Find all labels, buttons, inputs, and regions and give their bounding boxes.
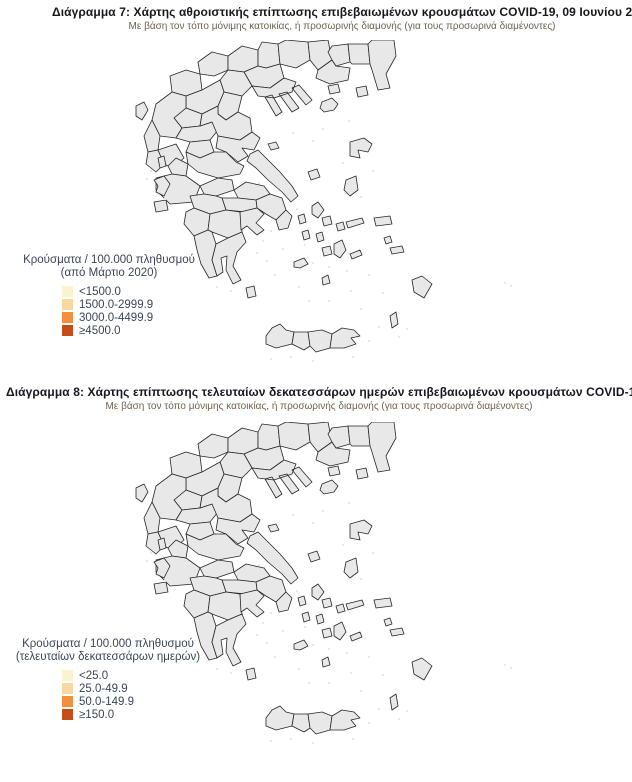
legend-row: 1500.0-2999.9 — [62, 298, 200, 311]
legend-swatch-class2 — [62, 683, 73, 694]
legend-title: Κρούσματα / 100.000 πληθυσμού — [23, 254, 195, 266]
legend-row: 50.0-149.9 — [62, 695, 208, 708]
legend-row: 25.0-49.9 — [62, 682, 208, 695]
panel-diagram-8: Διάγραμμα 8: Χάρτης επίπτωσης τελευταίων… — [0, 382, 632, 782]
legend-row: 3000.0-4499.9 — [62, 311, 200, 324]
legend-swatch-class1 — [62, 670, 73, 681]
legend-label-class2: 1500.0-2999.9 — [79, 298, 154, 311]
legend-swatch-class3 — [62, 312, 73, 323]
legend-row: <1500.0 — [62, 285, 200, 298]
legend-swatch-class2 — [62, 299, 73, 310]
legend-label-class3: 50.0-149.9 — [79, 695, 134, 708]
legend-label-class3: 3000.0-4499.9 — [79, 311, 154, 324]
legend-items: <25.0 25.0-49.9 50.0-149.9 ≥150.0 — [8, 669, 208, 721]
legend-row: ≥150.0 — [62, 708, 208, 721]
legend-items: <1500.0 1500.0-2999.9 3000.0-4499.9 ≥450… — [18, 285, 200, 337]
legend-subtitle: (τελευταίων δεκατεσσάρων ημερών) — [15, 651, 201, 663]
legend-subtitle: (από Μάρτιο 2020) — [60, 267, 158, 279]
legend-cumulative: Κρούσματα / 100.000 πληθυσμού (από Μάρτι… — [18, 254, 200, 337]
diagram-8-title: Διάγραμμα 8: Χάρτης επίπτωσης τελευταίων… — [6, 385, 632, 399]
legend-label-class1: <25.0 — [79, 669, 109, 682]
diagram-7-title: Διάγραμμα 7: Χάρτης αθροιστικής επίπτωση… — [52, 5, 632, 19]
legend-label-class4: ≥4500.0 — [79, 324, 121, 337]
legend-swatch-class4 — [62, 709, 73, 720]
legend-14day: Κρούσματα / 100.000 πληθυσμού (τελευταίω… — [8, 638, 208, 721]
legend-row: ≥4500.0 — [62, 324, 200, 337]
legend-title: Κρούσματα / 100.000 πληθυσμού — [22, 638, 194, 650]
diagram-8-subtitle: Με βάση τον τόπο μόνιμης κατοικίας, ή πρ… — [105, 401, 533, 412]
diagram-7-subtitle: Με βάση τον τόπο μόνιμης κατοικίας, ή πρ… — [128, 21, 556, 32]
legend-label-class2: 25.0-49.9 — [79, 682, 128, 695]
legend-label-class1: <1500.0 — [79, 285, 121, 298]
legend-swatch-class3 — [62, 696, 73, 707]
panel-diagram-7: Διάγραμμα 7: Χάρτης αθροιστικής επίπτωση… — [0, 0, 632, 382]
legend-label-class4: ≥150.0 — [79, 708, 115, 721]
legend-row: <25.0 — [62, 669, 208, 682]
legend-swatch-class4 — [62, 325, 73, 336]
legend-swatch-class1 — [62, 286, 73, 297]
